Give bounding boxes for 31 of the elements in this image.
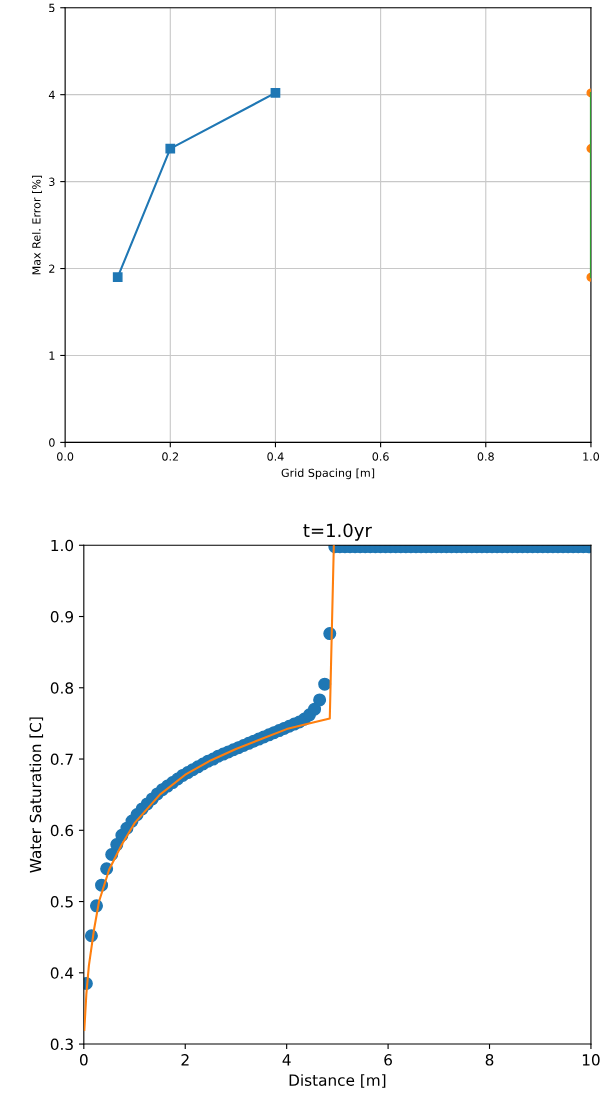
x-tick-label: 1.0 bbox=[583, 452, 600, 461]
y-tick-label: 0.3 bbox=[50, 1038, 73, 1051]
x-tick-label: 10 bbox=[582, 1054, 600, 1066]
x-tick-label: 6 bbox=[384, 1054, 392, 1066]
y-tick-label: 0.7 bbox=[50, 753, 73, 766]
x-tick-label: 0 bbox=[79, 1054, 88, 1066]
y-axis-title: Water Saturation [C] bbox=[29, 717, 44, 873]
x-tick-label: 0.4 bbox=[267, 452, 284, 461]
x-tick-label: 2 bbox=[181, 1054, 189, 1066]
x-axis-title: Distance [m] bbox=[289, 1074, 386, 1088]
y-tick-label: 0.6 bbox=[50, 824, 74, 837]
y-axis-title: Max Rel. Error [%] bbox=[32, 175, 42, 275]
y-tick-label: 3 bbox=[49, 177, 55, 186]
x-tick-label: 0.2 bbox=[162, 452, 179, 461]
y-tick-label: 1 bbox=[49, 351, 55, 360]
x-tick-label: 4 bbox=[282, 1054, 291, 1066]
y-tick-label: 0.5 bbox=[50, 896, 73, 908]
y-tick-label: 5 bbox=[49, 3, 55, 13]
x-tick-label: 0.0 bbox=[57, 452, 74, 461]
y-tick-label: 1.0 bbox=[51, 539, 74, 552]
y-tick-label: 0 bbox=[49, 438, 55, 447]
y-tick-label: 4 bbox=[48, 90, 55, 99]
y-tick-label: 0.9 bbox=[50, 610, 74, 623]
x-axis-title: Grid Spacing [m] bbox=[281, 468, 375, 480]
y-tick-label: 0.4 bbox=[50, 967, 74, 979]
x-tick-label: 8 bbox=[485, 1054, 494, 1066]
chart-title: t=1.0yr bbox=[303, 523, 372, 541]
x-tick-label: 0.6 bbox=[372, 452, 389, 461]
y-tick-label: 2 bbox=[49, 264, 55, 273]
x-tick-label: 0.8 bbox=[477, 452, 494, 461]
y-tick-label: 0.8 bbox=[50, 682, 74, 694]
